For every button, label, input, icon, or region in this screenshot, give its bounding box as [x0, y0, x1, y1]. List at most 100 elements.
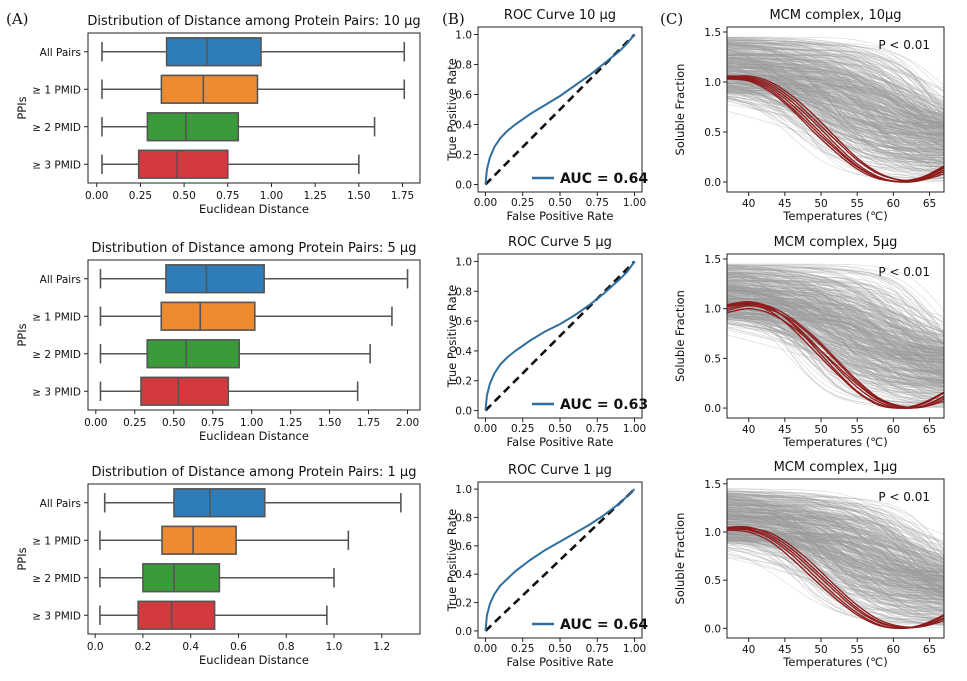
- background-curve: [727, 51, 944, 167]
- background-curve: [727, 510, 944, 580]
- x-tick-label: 0.25: [511, 643, 534, 655]
- background-curve: [727, 494, 944, 535]
- background-curve: [727, 56, 944, 135]
- background-curve: [727, 295, 944, 352]
- background-curve: [727, 509, 944, 555]
- background-curve: [727, 314, 944, 352]
- background-curve: [727, 45, 944, 111]
- chance-diagonal: [484, 260, 636, 412]
- background-curve: [727, 301, 944, 380]
- y-tick-label: 0.0: [455, 180, 472, 192]
- plot-area: [727, 36, 944, 183]
- background-curve: [727, 110, 944, 166]
- background-curve: [727, 87, 944, 150]
- background-curve: [727, 280, 944, 357]
- background-curve: [727, 59, 944, 168]
- background-curve: [727, 543, 944, 582]
- x-axis-label: False Positive Rate: [507, 209, 614, 223]
- background-curve: [727, 62, 944, 129]
- background-curve: [727, 496, 944, 622]
- background-curve: [727, 286, 944, 384]
- background-curve: [727, 492, 944, 576]
- background-curve: [727, 60, 944, 128]
- background-curve: [727, 265, 944, 394]
- background-curve: [727, 298, 944, 345]
- background-curve: [727, 84, 944, 167]
- background-curve: [727, 504, 944, 578]
- background-curve: [727, 534, 944, 615]
- background-curve: [727, 297, 944, 364]
- background-curve: [727, 295, 944, 374]
- background-curve: [727, 41, 944, 124]
- background-curve: [727, 65, 944, 125]
- background-curve: [727, 533, 944, 600]
- y-tick-label: 0.2: [455, 376, 472, 388]
- background-curve: [727, 269, 944, 350]
- background-curve: [727, 61, 944, 124]
- background-curve: [727, 70, 944, 156]
- plots-layer: Distribution of Distance among Protein P…: [15, 8, 945, 669]
- background-curve: [727, 310, 944, 363]
- x-tick-label: 1.00: [260, 190, 283, 202]
- plot-frame: [87, 259, 421, 411]
- background-curve: [727, 497, 944, 571]
- background-curve: [727, 499, 944, 589]
- background-curve: [727, 297, 944, 337]
- background-curve: [727, 43, 944, 117]
- background-curve: [727, 505, 944, 583]
- background-curve: [727, 498, 944, 568]
- background-curve: [727, 70, 944, 152]
- background-curve: [727, 514, 944, 605]
- background-curve: [727, 68, 944, 163]
- background-curve: [727, 315, 944, 341]
- background-curve: [727, 67, 944, 142]
- background-curve: [727, 513, 944, 572]
- background-curve: [727, 69, 944, 143]
- background-curve: [727, 43, 944, 125]
- background-curve: [727, 525, 944, 573]
- background-curve: [727, 321, 944, 368]
- background-curve: [727, 97, 944, 160]
- background-curve: [727, 54, 944, 116]
- background-curve: [727, 512, 944, 549]
- background-curve: [727, 40, 944, 107]
- x-tick-label: 1.25: [303, 190, 326, 202]
- background-curve: [727, 71, 944, 148]
- y-tick-label: 1.0: [704, 527, 721, 539]
- background-curve: [727, 301, 944, 363]
- p-value-annotation: P < 0.01: [878, 38, 930, 52]
- background-curve: [727, 315, 944, 404]
- y-tick-label: 0.2: [455, 598, 472, 610]
- background-curve: [727, 300, 944, 399]
- background-curve: [727, 518, 944, 565]
- background-curve: [727, 301, 944, 370]
- background-curve: [727, 272, 944, 392]
- background-curve: [727, 61, 944, 168]
- box-1: All Pairs: [40, 264, 409, 294]
- background-curve: [727, 286, 944, 343]
- box-iqr: [160, 74, 259, 104]
- background-curve: [727, 48, 944, 127]
- background-curve: [727, 41, 944, 114]
- background-curve: [727, 287, 944, 391]
- box-4: ≥ 3 PMID: [32, 376, 359, 406]
- background-curve: [727, 87, 944, 130]
- background-curve: [727, 515, 944, 561]
- background-curve: [727, 507, 944, 618]
- background-curve: [727, 290, 944, 336]
- background-curve: [727, 290, 944, 366]
- background-curve: [727, 264, 944, 365]
- background-curve: [727, 322, 944, 367]
- box-chart-3: Distribution of Distance among Protein P…: [15, 465, 421, 667]
- background-curve: [727, 269, 944, 375]
- background-curve: [727, 53, 944, 132]
- background-curve: [727, 498, 944, 576]
- background-curve: [727, 71, 944, 138]
- background-curve: [727, 514, 944, 612]
- background-curve: [727, 42, 944, 118]
- background-curve: [727, 491, 944, 568]
- background-curve: [727, 316, 944, 364]
- background-curve: [727, 77, 944, 117]
- background-curve: [727, 49, 944, 117]
- background-curve: [727, 66, 944, 156]
